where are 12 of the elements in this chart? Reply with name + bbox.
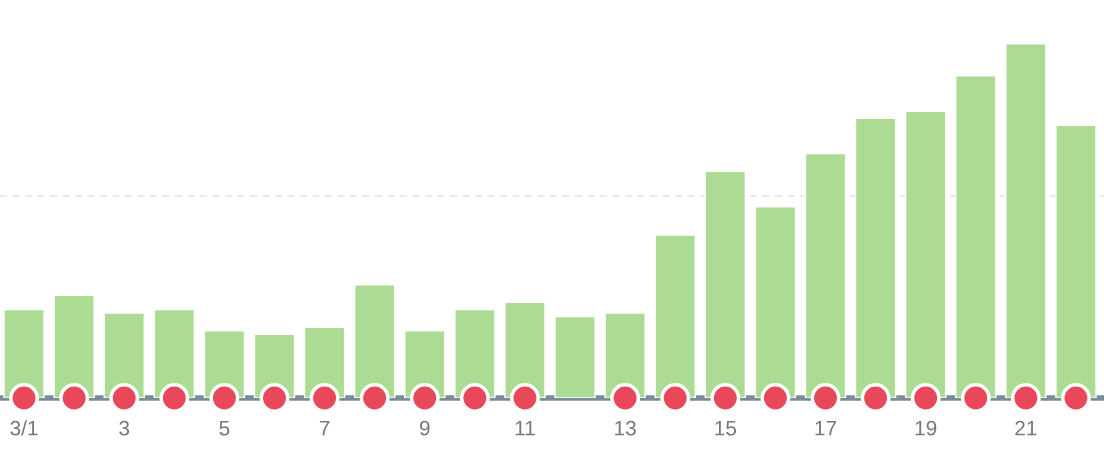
- x-tick-label: 15: [715, 420, 737, 436]
- x-tick-label: 19: [915, 420, 937, 436]
- x-tick-label: 11: [515, 420, 535, 436]
- x-tick-label: 21: [1015, 420, 1037, 436]
- x-tick-label: 5: [219, 420, 230, 436]
- x-tick-label: 9: [419, 420, 430, 436]
- x-tick-label: 7: [319, 420, 330, 436]
- x-tick-label: 13: [615, 420, 636, 436]
- x-tick-label: 17: [815, 420, 837, 436]
- x-tick-label: 3: [119, 420, 130, 436]
- x-tick-label: 3/1: [10, 420, 38, 436]
- bar: [554, 315, 596, 398]
